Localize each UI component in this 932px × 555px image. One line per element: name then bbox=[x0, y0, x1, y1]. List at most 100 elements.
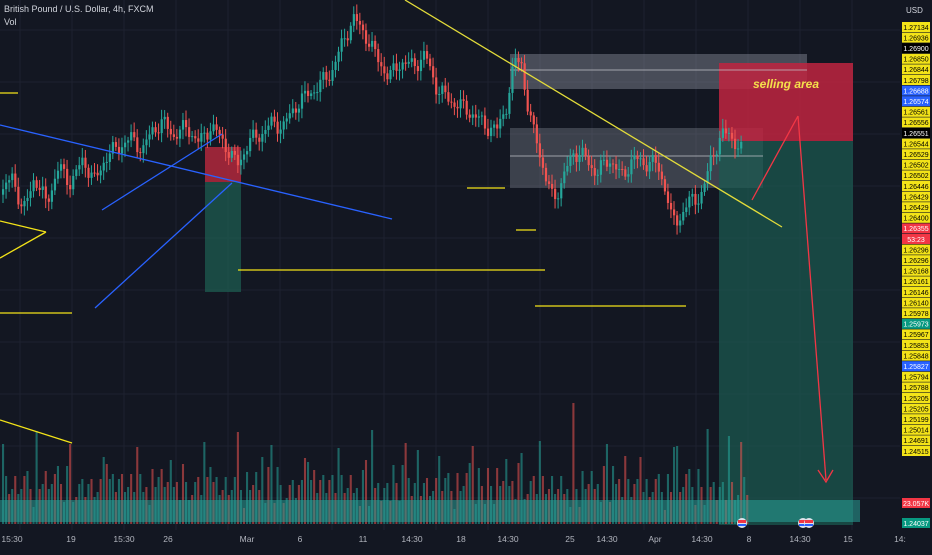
candle-body bbox=[279, 129, 282, 134]
candle-body bbox=[261, 133, 264, 142]
price-label-box bbox=[902, 371, 930, 382]
volume-bar bbox=[666, 474, 669, 524]
candle-body bbox=[572, 153, 575, 156]
candle-body bbox=[724, 128, 728, 134]
candle-body bbox=[160, 119, 163, 134]
price-label-box bbox=[902, 424, 930, 435]
candle-body bbox=[154, 127, 157, 133]
candle-body bbox=[364, 30, 368, 44]
volume-bar bbox=[465, 473, 468, 524]
candle-body bbox=[602, 159, 606, 161]
drawings: selling area bbox=[0, 0, 834, 484]
candle-body bbox=[105, 161, 108, 163]
candle-body bbox=[53, 178, 57, 191]
flag-stripe bbox=[738, 524, 746, 526]
candle-body bbox=[648, 161, 651, 172]
candle-body bbox=[194, 136, 197, 139]
volume-bar bbox=[676, 446, 679, 524]
price-label: 1.25967 bbox=[903, 332, 928, 339]
candle-body bbox=[206, 132, 209, 140]
candle-body bbox=[395, 63, 398, 71]
time-tick-label: 18 bbox=[456, 534, 466, 544]
time-tick-label: Mar bbox=[240, 534, 255, 544]
candle-body bbox=[566, 165, 569, 172]
volume-bar bbox=[447, 473, 450, 524]
volume-bar bbox=[612, 466, 615, 524]
price-label: 1.26502 bbox=[903, 163, 928, 170]
candle-body bbox=[700, 191, 703, 204]
candle-body bbox=[422, 51, 426, 60]
candle-body bbox=[239, 159, 243, 166]
candle-body bbox=[535, 124, 538, 144]
price-label: 1.27134 bbox=[903, 25, 928, 32]
volume-bar bbox=[706, 429, 709, 524]
flag-stripe bbox=[799, 520, 807, 523]
volume-bar bbox=[267, 467, 270, 524]
candle-body bbox=[639, 158, 642, 160]
price-label-box bbox=[902, 212, 930, 223]
price-label-box bbox=[902, 128, 930, 138]
price-label: 1.25199 bbox=[903, 417, 928, 424]
candle-body bbox=[310, 93, 313, 96]
currency-label: USD bbox=[906, 6, 923, 15]
price-label-box bbox=[902, 244, 930, 255]
price-label-box bbox=[902, 64, 930, 75]
price-label: 1.25014 bbox=[903, 428, 928, 435]
time-tick-label: 14:30 bbox=[691, 534, 713, 544]
candle-body bbox=[544, 167, 548, 182]
price-label: 1.26355 bbox=[903, 226, 928, 233]
volume-bar bbox=[322, 475, 325, 524]
candle-body bbox=[35, 180, 38, 188]
price-label: 1.24691 bbox=[903, 438, 928, 445]
candle-body bbox=[212, 124, 215, 132]
candle-body bbox=[682, 211, 685, 221]
candle-body bbox=[297, 108, 301, 113]
volume-indicator-label: Vol bbox=[4, 17, 17, 27]
candle-body bbox=[319, 79, 322, 93]
volume-bar bbox=[468, 463, 471, 524]
candle-body bbox=[416, 66, 419, 72]
candle-body bbox=[483, 115, 487, 129]
candle-body bbox=[740, 141, 743, 149]
forecast-arrow-up bbox=[751, 115, 799, 201]
candle-body bbox=[392, 63, 395, 70]
volume-bar bbox=[340, 475, 343, 524]
candle-body bbox=[148, 134, 151, 140]
candle-body bbox=[224, 138, 227, 153]
candles bbox=[2, 4, 743, 235]
take-profit-zone bbox=[719, 141, 853, 525]
candle-body bbox=[23, 201, 26, 207]
candle-body bbox=[514, 57, 517, 67]
volume-bar bbox=[130, 474, 133, 524]
candle-body bbox=[377, 49, 380, 63]
economic-events bbox=[737, 518, 814, 528]
candle-body bbox=[346, 38, 349, 41]
price-label-box bbox=[902, 518, 930, 528]
candle-body bbox=[322, 72, 325, 80]
volume-bar bbox=[313, 470, 316, 524]
price-label: 1.26429 bbox=[903, 194, 928, 201]
candle-body bbox=[694, 193, 697, 205]
candle-body bbox=[645, 165, 648, 172]
price-label: 1.26561 bbox=[903, 110, 928, 117]
price-label: 1.26844 bbox=[903, 67, 928, 74]
volume-bar bbox=[2, 444, 5, 524]
volume-bar bbox=[44, 471, 47, 524]
candle-body bbox=[145, 139, 148, 146]
candle-body bbox=[371, 40, 374, 47]
candle-body bbox=[340, 38, 343, 52]
candle-body bbox=[307, 90, 310, 96]
candle-body bbox=[691, 193, 694, 197]
volume-bar bbox=[303, 458, 307, 524]
price-label-box bbox=[902, 96, 930, 107]
candle-body bbox=[657, 162, 660, 172]
candle-body bbox=[185, 120, 188, 128]
volume-bar bbox=[136, 447, 139, 524]
time-tick-label: 14:30 bbox=[789, 534, 811, 544]
volume-bar bbox=[66, 466, 69, 524]
price-label-box bbox=[902, 255, 930, 266]
price-label-box bbox=[902, 265, 930, 276]
volume-band bbox=[0, 500, 860, 522]
